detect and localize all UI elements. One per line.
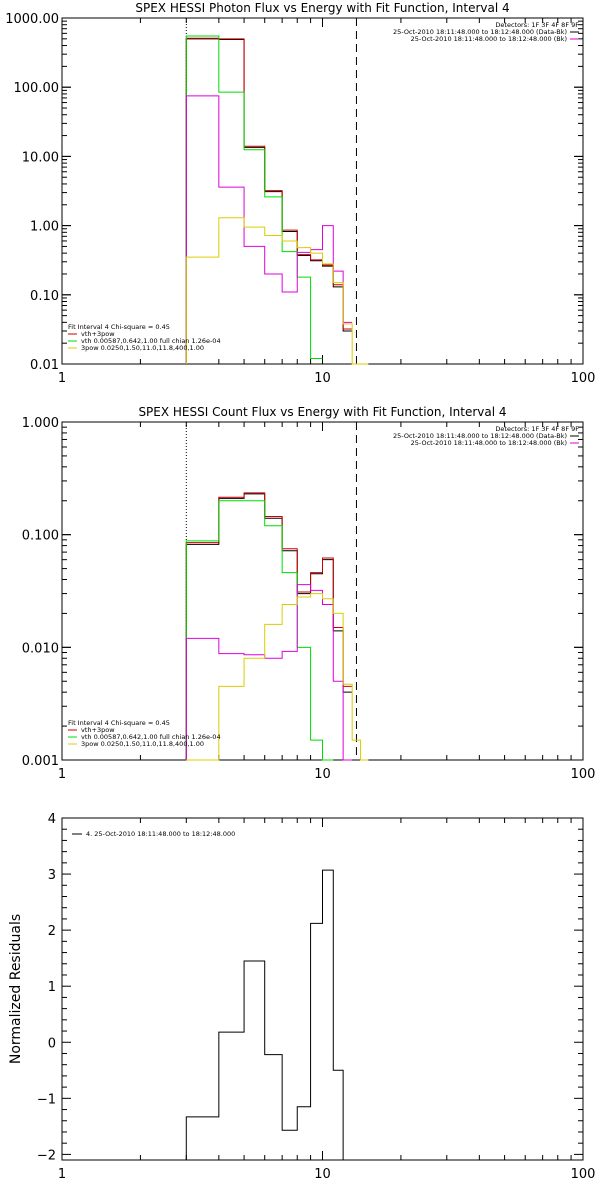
- y-tick-label: 4: [48, 812, 56, 827]
- info-text: 25-Oct-2010 18:11:48.000 to 18:12:48.000…: [393, 28, 567, 36]
- x-tick-label: 100: [571, 767, 596, 782]
- y-tick-label: 2: [48, 924, 56, 939]
- fit-legend-text: 3pow 0.0250,1.50,11.0,11.8,400,1.00: [81, 344, 204, 352]
- chart-panel-1: SPEX HESSI Photon Flux vs Energy with Fi…: [5, 1, 595, 386]
- y-tick-label: 0: [48, 1036, 56, 1051]
- series-line-3: [185, 500, 334, 761]
- info-text: 25-Oct-2010 18:11:48.000 to 18:12:48.000…: [411, 35, 567, 43]
- y-tick-label: 0.010: [22, 641, 59, 656]
- fit-legend-text: 3pow 0.0250,1.50,11.0,11.8,400,1.00: [81, 740, 204, 748]
- x-tick-label: 10: [314, 767, 331, 782]
- x-tick-label: 1: [58, 767, 66, 782]
- chart-panel-2: SPEX HESSI Count Flux vs Energy with Fit…: [22, 405, 596, 782]
- chart-title: SPEX HESSI Photon Flux vs Energy with Fi…: [135, 1, 509, 15]
- chart-title: SPEX HESSI Count Flux vs Energy with Fit…: [138, 405, 506, 419]
- series-line-4: [185, 95, 353, 364]
- legend-text: 4. 25-Oct-2010 18:11:48.000 to 18:12:48.…: [86, 830, 235, 838]
- y-tick-label: 1.00: [30, 220, 59, 235]
- series-line-5: [185, 217, 369, 365]
- chart-panel-3: 1 10 100 −2 −1 0 1 2 3 4 Normalized Residuals 4. 25…: [8, 812, 595, 1182]
- y-tick-label: −1: [37, 1092, 56, 1107]
- info-text: 25-Oct-2010 18:11:48.000 to 18:12:48.000…: [393, 432, 567, 440]
- fit-legend-text: vth+3pow: [81, 330, 115, 338]
- x-tick-label: 10: [314, 371, 331, 386]
- y-tick-label: 1.000: [22, 416, 59, 431]
- x-tick-label: 1: [58, 1167, 66, 1182]
- x-tick-label: 100: [571, 1167, 596, 1182]
- fit-legend-text: Fit Interval 4 Chi-square = 0.45: [68, 719, 170, 727]
- plot-frame: [61, 817, 584, 1161]
- series-line-2: [185, 37, 353, 364]
- y-tick-label: 1000.00: [5, 12, 59, 27]
- info-text: 25-Oct-2010 18:11:48.000 to 18:12:48.000…: [411, 439, 567, 447]
- y-tick-label: 3: [48, 868, 56, 883]
- fit-legend-text: vth+3pow: [81, 726, 115, 734]
- y-tick-label: 0.10: [30, 289, 59, 304]
- series-line-2: [185, 492, 353, 760]
- series-line-1: [185, 493, 353, 760]
- fit-legend-text: vth 0.00587,0.642,1.00 full chian 1.26e-…: [81, 337, 221, 345]
- fit-legend-text: vth 0.00587,0.642,1.00 full chian 1.26e-…: [81, 733, 221, 741]
- series-line-4: [185, 584, 353, 761]
- x-tick-label: 100: [571, 371, 596, 386]
- plot-frame: [61, 17, 584, 365]
- y-tick-label: 0.100: [22, 529, 59, 544]
- series-line-3: [185, 35, 323, 364]
- y-tick-label: 0.001: [22, 754, 59, 769]
- info-text: Detectors: 1F 3F 4F 8F 9F: [495, 425, 579, 433]
- y-tick-label: 1: [48, 980, 56, 995]
- y-tick-label: 10.00: [22, 150, 59, 165]
- x-tick-label: 10: [314, 1167, 331, 1182]
- series-line-1: [185, 869, 361, 1161]
- y-tick-label: 0.01: [30, 358, 59, 373]
- y-tick-label: 100.00: [14, 81, 60, 96]
- series-line-5: [186, 593, 369, 761]
- y-axis-label: Normalized Residuals: [8, 914, 24, 1064]
- y-tick-label: −2: [37, 1148, 56, 1163]
- info-text: Detectors: 1F 3F 4F 8F 9F: [495, 21, 579, 29]
- x-tick-label: 1: [58, 371, 66, 386]
- fit-legend-text: Fit Interval 4 Chi-square = 0.45: [68, 323, 170, 331]
- series-line-1: [185, 38, 353, 364]
